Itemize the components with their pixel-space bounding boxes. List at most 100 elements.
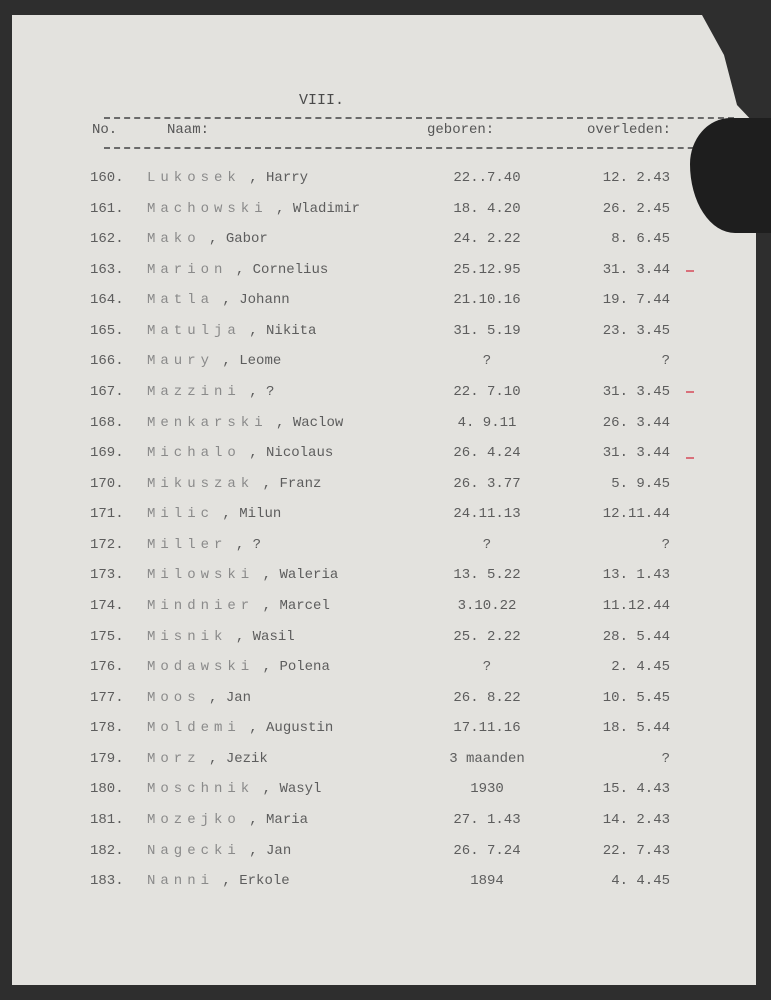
- row-name: Mikuszak , Franz: [147, 475, 322, 492]
- row-name: Moldemi , Augustin: [147, 720, 334, 737]
- death-date: 2. 4.45: [611, 659, 670, 676]
- row-name: Matla , Johann: [147, 292, 290, 309]
- death-date: 18. 5.44: [602, 720, 670, 737]
- birth-date: 26. 3.77: [453, 475, 521, 492]
- death-date: 11.12.44: [602, 597, 670, 614]
- death-date: 15. 4.43: [602, 781, 670, 798]
- row-number: 180.: [90, 781, 124, 798]
- death-date: 12. 2.43: [602, 170, 670, 186]
- death-date: 22. 7.43: [602, 842, 670, 859]
- table-row: 162. Mako , Gabor 24. 2.22 8. 6.45: [0, 231, 771, 253]
- row-name: Nagecki , Jan: [147, 842, 292, 859]
- surname: Milowski: [147, 567, 255, 584]
- surname: Matulja: [147, 322, 241, 339]
- header-overleden: overleden:: [587, 122, 672, 138]
- table-row: 175. Misnik , Wasil 25. 2.22 28. 5.44: [0, 629, 771, 651]
- surname: Michalo: [147, 445, 241, 462]
- given-name: ?: [266, 383, 275, 400]
- death-date: 5. 9.45: [611, 475, 670, 492]
- birth-date: 21.10.16: [453, 292, 521, 309]
- given-name: Nikita: [266, 322, 317, 339]
- surname: Machowski: [147, 200, 268, 217]
- row-number: 166.: [90, 353, 124, 370]
- table-row: 181. Mozejko , Maria 27. 1.43 14. 2.43: [0, 812, 771, 834]
- surname: Menkarski: [147, 414, 268, 431]
- surname: Modawski: [147, 659, 255, 676]
- birth-date: 3 maanden: [449, 750, 525, 767]
- row-name: Miller , ?: [147, 536, 262, 553]
- row-name: Milic , Milun: [147, 506, 282, 523]
- row-number: 167.: [90, 383, 124, 400]
- row-number: 171.: [90, 506, 124, 523]
- table-row: 166. Maury , Leome ? ?: [0, 353, 771, 375]
- row-number: 175.: [90, 628, 124, 645]
- row-number: 162.: [90, 231, 124, 248]
- surname: Nagecki: [147, 842, 241, 859]
- row-name: Mazzini , ?: [147, 383, 275, 400]
- divider-bottom: [104, 147, 734, 149]
- row-name: Mindnier , Marcel: [147, 597, 330, 614]
- given-name: Jan: [225, 689, 252, 706]
- birth-date: 4. 9.11: [457, 414, 517, 431]
- document-page: VIII. No. Naam: geboren: overleden:: [12, 15, 756, 985]
- death-date: 31. 3.44: [602, 445, 670, 462]
- row-number: 163.: [90, 261, 124, 278]
- birth-date: 27. 1.43: [453, 811, 521, 828]
- birth-date: 31. 5.19: [453, 322, 521, 339]
- death-date: ?: [661, 353, 670, 370]
- birth-date: ?: [482, 659, 492, 676]
- surname: Moschnik: [147, 781, 255, 798]
- surname: Mozejko: [147, 811, 241, 828]
- given-name: Marcel: [279, 597, 330, 614]
- death-date: 14. 2.43: [602, 811, 670, 828]
- surname: Milic: [147, 506, 215, 523]
- death-date: 26. 3.44: [602, 414, 670, 431]
- given-name: Waclow: [292, 414, 344, 431]
- row-number: 168.: [90, 414, 124, 431]
- surname: Marion: [147, 261, 228, 278]
- given-name: Harry: [266, 170, 309, 186]
- given-name: Nicolaus: [266, 445, 334, 462]
- table-row: 161. Machowski , Wladimir 18. 4.20 26. 2…: [0, 201, 771, 223]
- death-date: 8. 6.45: [611, 231, 670, 248]
- table-row: 160. Lukosek , Harry 22..7.40 12. 2.43: [0, 170, 771, 192]
- death-date: ?: [661, 750, 670, 767]
- surname: Morz: [147, 750, 201, 767]
- table-row: 167. Mazzini , ? 22. 7.10 31. 3.45: [0, 384, 771, 406]
- red-mark: [686, 391, 694, 393]
- birth-date: 13. 5.22: [453, 567, 521, 584]
- death-date: 31. 3.44: [602, 261, 670, 278]
- row-name: Morz , Jezik: [147, 750, 268, 767]
- row-name: Menkarski , Waclow: [147, 414, 344, 431]
- given-name: Leome: [239, 353, 282, 370]
- table-row: 178. Moldemi , Augustin 17.11.16 18. 5.4…: [0, 720, 771, 742]
- row-name: Mozejko , Maria: [147, 811, 309, 828]
- row-name: Misnik , Wasil: [147, 628, 295, 645]
- table-row: 173. Milowski , Waleria 13. 5.22 13. 1.4…: [0, 567, 771, 589]
- table-row: 183. Nanni , Erkole 1894 4. 4.45: [0, 873, 771, 895]
- row-number: 161.: [90, 200, 124, 217]
- given-name: Maria: [266, 811, 309, 828]
- row-number: 176.: [90, 659, 124, 676]
- given-name: Jezik: [225, 750, 268, 767]
- given-name: Milun: [239, 506, 282, 523]
- given-name: Wladimir: [292, 200, 361, 217]
- birth-date: 17.11.16: [453, 720, 521, 737]
- surname: Miller: [147, 536, 228, 553]
- surname: Moos: [147, 689, 201, 706]
- table-row: 174. Mindnier , Marcel 3.10.22 11.12.44: [0, 598, 771, 620]
- table-row: 163. Marion , Cornelius 25.12.95 31. 3.4…: [0, 262, 771, 284]
- row-number: 177.: [90, 689, 124, 706]
- birth-date: 1930: [470, 781, 504, 798]
- death-date: ?: [661, 536, 670, 553]
- row-name: Moschnik , Wasyl: [147, 781, 322, 798]
- row-name: Nanni , Erkole: [147, 873, 290, 890]
- row-number: 183.: [90, 873, 124, 890]
- given-name: Franz: [279, 475, 322, 492]
- death-date: 13. 1.43: [602, 567, 670, 584]
- table-row: 172. Miller , ? ? ?: [0, 537, 771, 559]
- red-mark: [686, 270, 694, 272]
- red-mark: [686, 457, 694, 459]
- header-naam: Naam:: [167, 122, 210, 138]
- birth-date: 22..7.40: [453, 170, 521, 186]
